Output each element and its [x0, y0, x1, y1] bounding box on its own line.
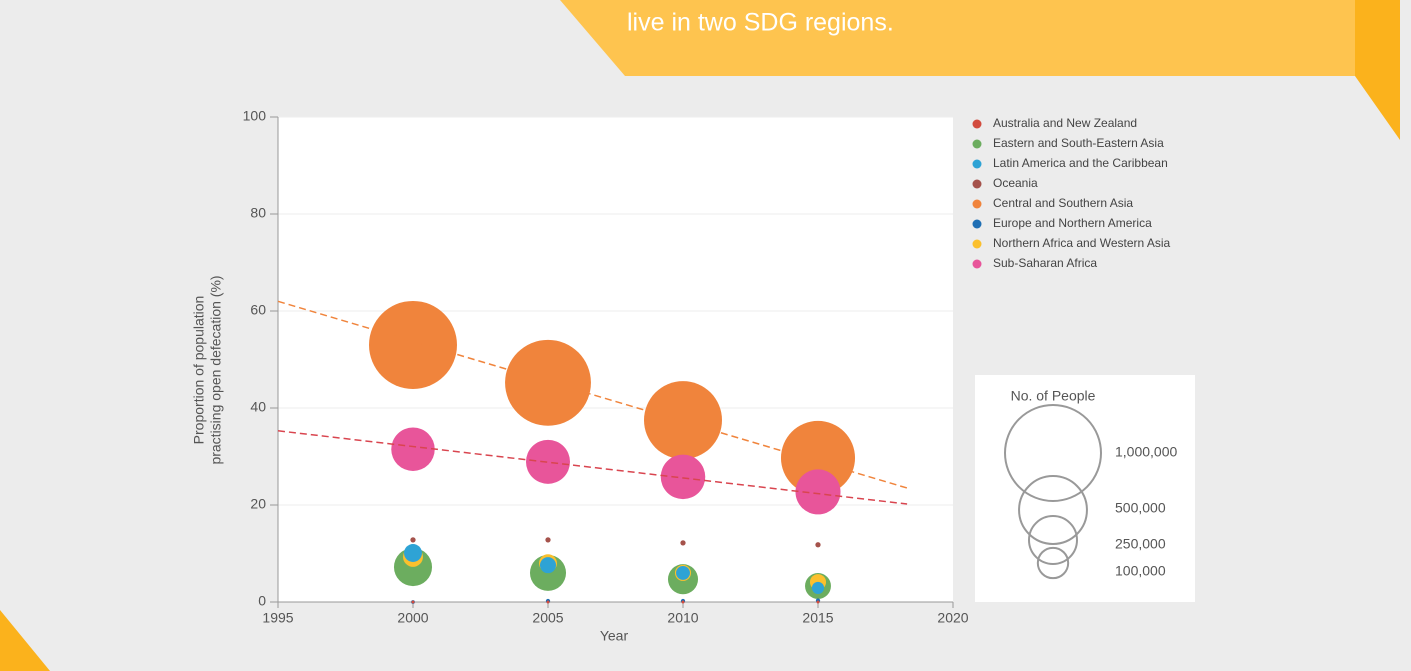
y-tick-label: 100	[243, 108, 267, 124]
legend-label: Australia and New Zealand	[993, 116, 1137, 130]
size-legend-circle	[1028, 515, 1078, 565]
legend-label: Central and Southern Asia	[993, 196, 1133, 210]
legend-swatch	[972, 139, 982, 149]
legend-swatch	[972, 159, 982, 169]
trend-line	[277, 430, 908, 505]
legend-label: Oceania	[993, 176, 1038, 190]
bubble	[526, 439, 570, 484]
x-tick-label: 2020	[937, 610, 968, 626]
banner-text: live in two SDG regions.	[627, 9, 894, 37]
bubble	[411, 600, 415, 604]
legend-label: Europe and Northern America	[993, 216, 1152, 230]
x-tick-label: 1995	[262, 610, 293, 626]
bubble	[644, 381, 722, 460]
legend-label: Northern Africa and Western Asia	[993, 236, 1171, 250]
x-tick-label: 2005	[532, 610, 563, 626]
bubble	[816, 600, 820, 604]
bubble	[545, 537, 551, 543]
bubble	[391, 427, 435, 471]
y-tick-label: 0	[258, 593, 266, 609]
bubble	[539, 557, 557, 574]
bubble	[546, 600, 550, 604]
bubble	[795, 469, 841, 515]
banner-corner	[1355, 0, 1400, 140]
bubble	[410, 537, 416, 543]
size-legend-label: 500,000	[1115, 500, 1166, 516]
legend-swatch	[972, 239, 982, 249]
bubble	[681, 600, 685, 604]
corner-triangle	[0, 610, 50, 671]
size-legend-label: 1,000,000	[1115, 444, 1177, 460]
size-legend-circle	[1004, 404, 1102, 502]
x-tick-label: 2015	[802, 610, 833, 626]
bubble	[680, 540, 686, 546]
bubble	[676, 565, 690, 580]
bubble	[404, 544, 422, 562]
legend-swatch	[972, 219, 982, 229]
y-tick-label: 20	[250, 496, 266, 512]
y-tick-label: 80	[250, 205, 266, 221]
x-axis-label: Year	[600, 628, 629, 644]
bubble	[660, 454, 706, 500]
x-tick-label: 2010	[667, 610, 698, 626]
bubble	[811, 581, 825, 595]
y-axis-label-line: Proportion of population	[191, 296, 207, 445]
size-legend-circle	[1018, 475, 1088, 545]
size-legend-label: 100,000	[1115, 563, 1166, 579]
legend-label: Latin America and the Caribbean	[993, 156, 1168, 170]
bubble	[780, 420, 856, 495]
legend-swatch	[972, 259, 982, 269]
size-legend-title: No. of People	[1011, 388, 1096, 404]
y-tick-label: 60	[250, 302, 266, 318]
banner	[560, 0, 1400, 76]
size-legend-circle	[1036, 546, 1070, 580]
size-legend-label: 250,000	[1115, 536, 1166, 552]
x-tick-label: 2000	[397, 610, 428, 626]
legend-label: Eastern and South-Eastern Asia	[993, 136, 1164, 150]
legend-swatch	[972, 199, 982, 209]
y-tick-label: 40	[250, 399, 266, 415]
y-axis-label-line: practising open defecation (%)	[208, 275, 224, 464]
legend-label: Sub-Saharan Africa	[993, 256, 1097, 270]
bubble	[505, 339, 591, 426]
legend-swatch	[972, 119, 982, 129]
y-axis-label: Proportion of population practising open…	[191, 275, 224, 464]
bubble	[369, 300, 457, 389]
legend-swatch	[972, 179, 982, 189]
bubble	[815, 542, 821, 548]
